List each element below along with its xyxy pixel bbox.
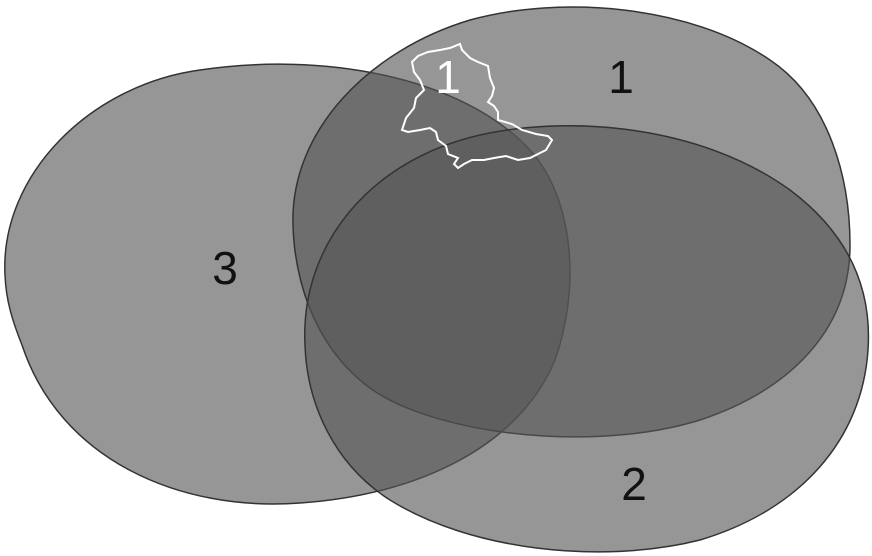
set-1-label: 1 [608, 51, 634, 103]
set-3-label: 3 [212, 242, 238, 294]
outline-shape [400, 42, 554, 170]
outline-shape-label: 1 [435, 51, 461, 103]
set-2-ellipse [304, 125, 870, 553]
set-2-label: 2 [621, 458, 647, 510]
